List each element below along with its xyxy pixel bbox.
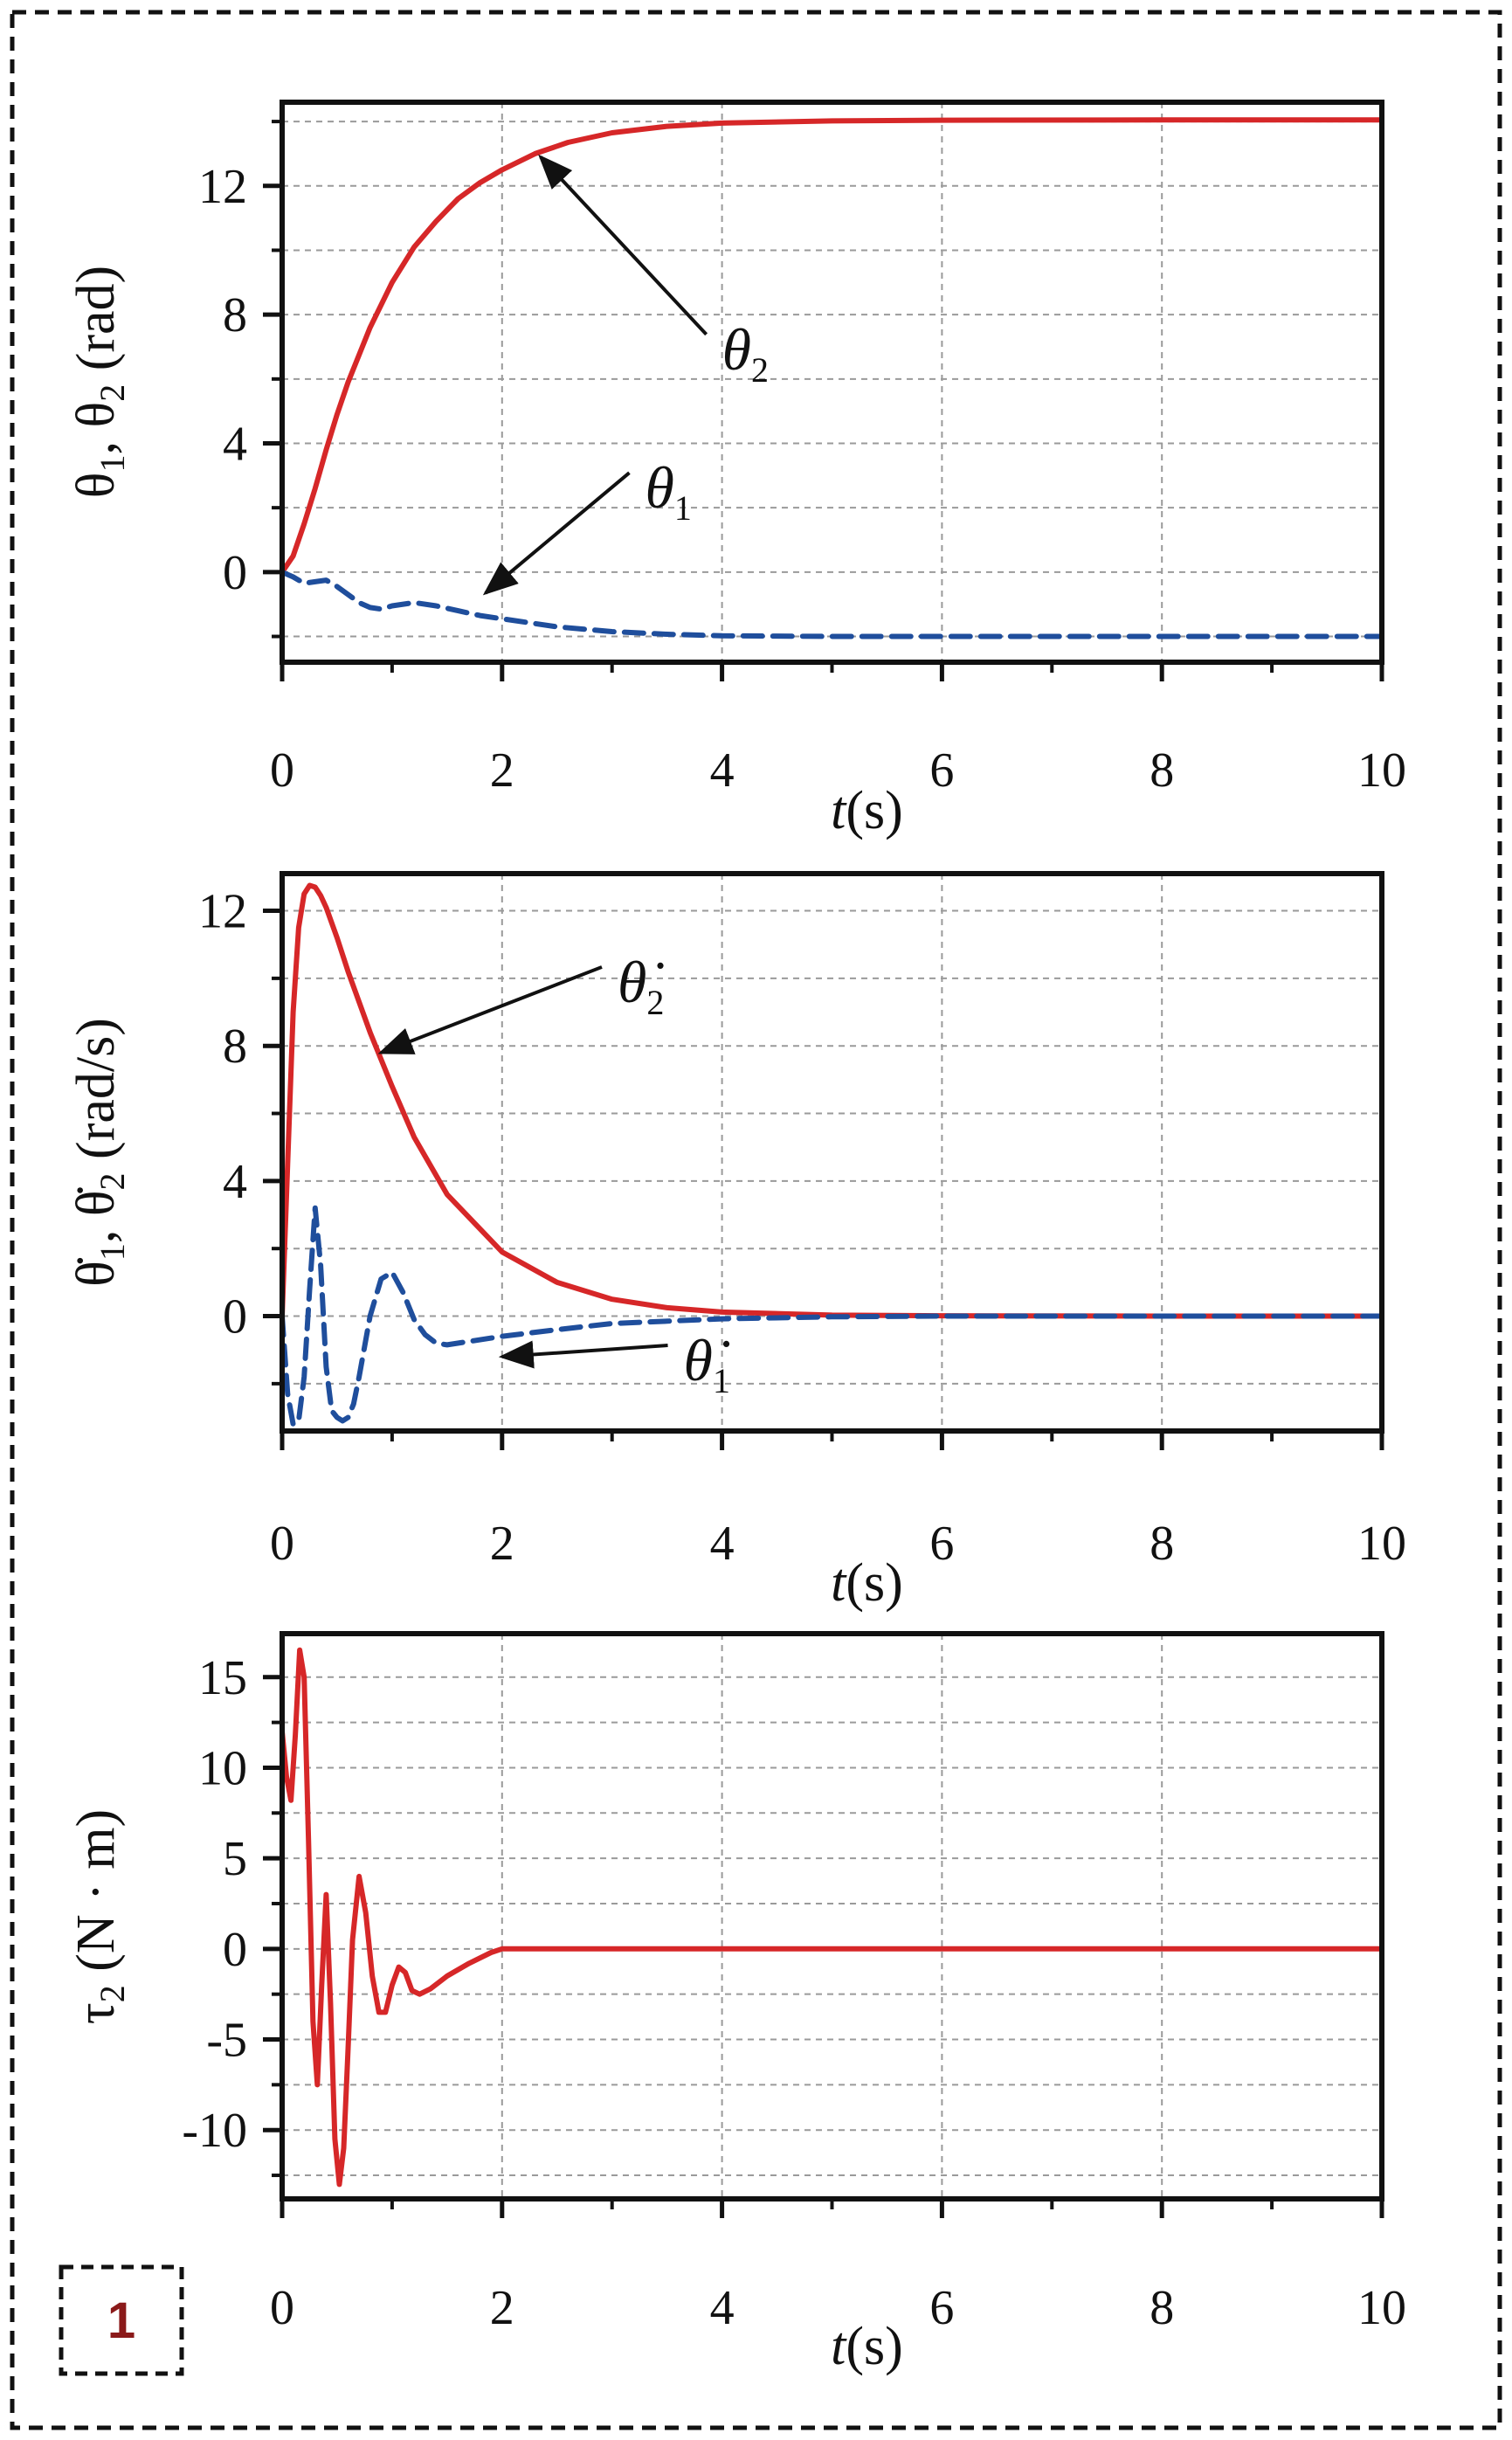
x-tick-label: 0: [270, 2281, 294, 2335]
chart-angle-xlabel-unit: (s): [846, 781, 902, 840]
x-tick-label: 8: [1150, 1517, 1174, 1571]
series-line-velocity-solid-0: [280, 882, 1384, 1319]
figure-badge-frame: [59, 2264, 184, 2376]
chart-velocity-grid: [282, 874, 1382, 1431]
chart-velocity-ylabel-part-0: θ̇: [66, 1257, 126, 1287]
chart-torque-grid: [282, 1634, 1382, 2199]
annotation-label-angle-1: θ1: [645, 454, 691, 528]
chart-angle-ylabel-part-4: (rad): [66, 266, 126, 384]
chart-velocity-xlabel-var: t: [831, 1553, 847, 1613]
annotation-label-velocity-1-subscript: 1: [713, 1361, 730, 1400]
y-tick-label: 8: [223, 288, 247, 342]
x-tick-label: 10: [1357, 2281, 1406, 2335]
x-tick-label: 4: [710, 2281, 735, 2335]
figure-badge-number: 1: [107, 2292, 135, 2349]
series-line-torque-solid-0: [280, 1647, 1384, 2188]
x-tick-label: 2: [490, 743, 514, 798]
y-tick-label: 4: [223, 1155, 247, 1209]
outer-dashed-frame: [10, 10, 1502, 2430]
y-tick-label: -5: [206, 2014, 247, 2068]
chart-velocity-xlabel: t(s): [831, 1553, 903, 1613]
y-tick-label: -10: [182, 2104, 247, 2158]
annotation-label-velocity-0-subscript: 2: [646, 983, 664, 1022]
annotation-label-angle-1-subscript: 1: [674, 488, 692, 528]
chart-torque-xlabel: t(s): [831, 2317, 903, 2376]
x-tick-label: 0: [270, 743, 294, 798]
x-tick-label: 4: [710, 743, 735, 798]
chart-velocity-ylabel-part-4: (rad/s): [66, 1018, 126, 1172]
chart-angle-ylabel-part-0: θ: [66, 472, 126, 498]
x-tick-label: 4: [710, 1517, 735, 1571]
chart-angle-ylabel-part-3: 2: [93, 384, 132, 402]
figure-badge: 1: [59, 2264, 184, 2376]
y-tick-label: 15: [198, 1651, 247, 1705]
chart-angle-ylabel-part-2: , θ: [66, 402, 126, 455]
x-tick-label: 2: [490, 2281, 514, 2335]
annotation-arrow-velocity-0: [377, 965, 603, 1054]
chart-angle-grid: [282, 102, 1382, 662]
chart-velocity-ylabel: θ̇1, θ̇2 (rad/s): [66, 1018, 132, 1287]
chart-torque-xlabel-unit: (s): [846, 2317, 902, 2376]
annotation-arrow-angle-0: [538, 154, 708, 336]
annotation-label-velocity-1: θ̇1: [684, 1327, 730, 1400]
annotation-arrow-angle-1: [482, 471, 631, 596]
y-tick-label: 0: [223, 546, 247, 600]
y-tick-label: 4: [223, 417, 247, 471]
chart-angle-ylabel: θ1, θ2 (rad): [66, 266, 132, 498]
x-tick-label: 8: [1150, 743, 1174, 798]
x-tick-label: 6: [929, 1517, 954, 1571]
y-tick-label: 10: [198, 1741, 247, 1795]
annotation-label-angle-1-symbol: θ: [645, 454, 673, 521]
x-tick-label: 6: [929, 2281, 954, 2335]
chart-torque-xlabel-var: t: [831, 2317, 847, 2376]
x-tick-label: 0: [270, 1517, 294, 1571]
annotation-label-velocity-0: θ̇2: [618, 949, 664, 1022]
series-line-angle-dashed-1: [280, 569, 1384, 639]
y-tick-label: 0: [223, 1290, 247, 1344]
annotation-label-angle-0-subscript: 2: [751, 350, 769, 390]
chart-velocity-xlabel-unit: (s): [846, 1553, 902, 1613]
chart-velocity-ylabel-part-2: , θ̇: [66, 1186, 126, 1243]
series-line-velocity-dashed-1: [280, 1205, 1384, 1427]
chart-angle-ylabel-part-1: 1: [93, 454, 132, 472]
chart-torque-ylabel: τ2 (N · m): [66, 1809, 132, 2024]
y-tick-label: 5: [223, 1832, 247, 1886]
chart-torque-frame: [280, 1631, 1384, 2202]
y-tick-label: 12: [198, 885, 247, 939]
chart-angle-xlabel-var: t: [831, 781, 847, 840]
chart-torque-ylabel-part-1: 2: [93, 1985, 132, 2002]
chart-velocity-ylabel-part-3: 2: [93, 1172, 132, 1190]
x-tick-label: 6: [929, 743, 954, 798]
annotation-arrow-velocity-1: [498, 1340, 668, 1369]
x-tick-label: 8: [1150, 2281, 1174, 2335]
y-tick-label: 12: [198, 160, 247, 214]
x-tick-label: 2: [490, 1517, 514, 1571]
annotation-label-angle-0-symbol: θ: [722, 316, 751, 383]
y-tick-label: 8: [223, 1020, 247, 1074]
chart-velocity-ylabel-part-1: 1: [93, 1243, 132, 1261]
annotation-label-angle-0: θ2: [722, 316, 769, 390]
series-line-angle-solid-0: [280, 117, 1384, 575]
chart-angle-xlabel: t(s): [831, 781, 903, 840]
x-tick-label: 10: [1357, 743, 1406, 798]
chart-torque-ylabel-part-2: (N · m): [66, 1809, 126, 1985]
y-tick-label: 0: [223, 1923, 247, 1977]
chart-torque-ylabel-part-0: τ: [66, 2002, 126, 2024]
x-tick-label: 10: [1357, 1517, 1406, 1571]
